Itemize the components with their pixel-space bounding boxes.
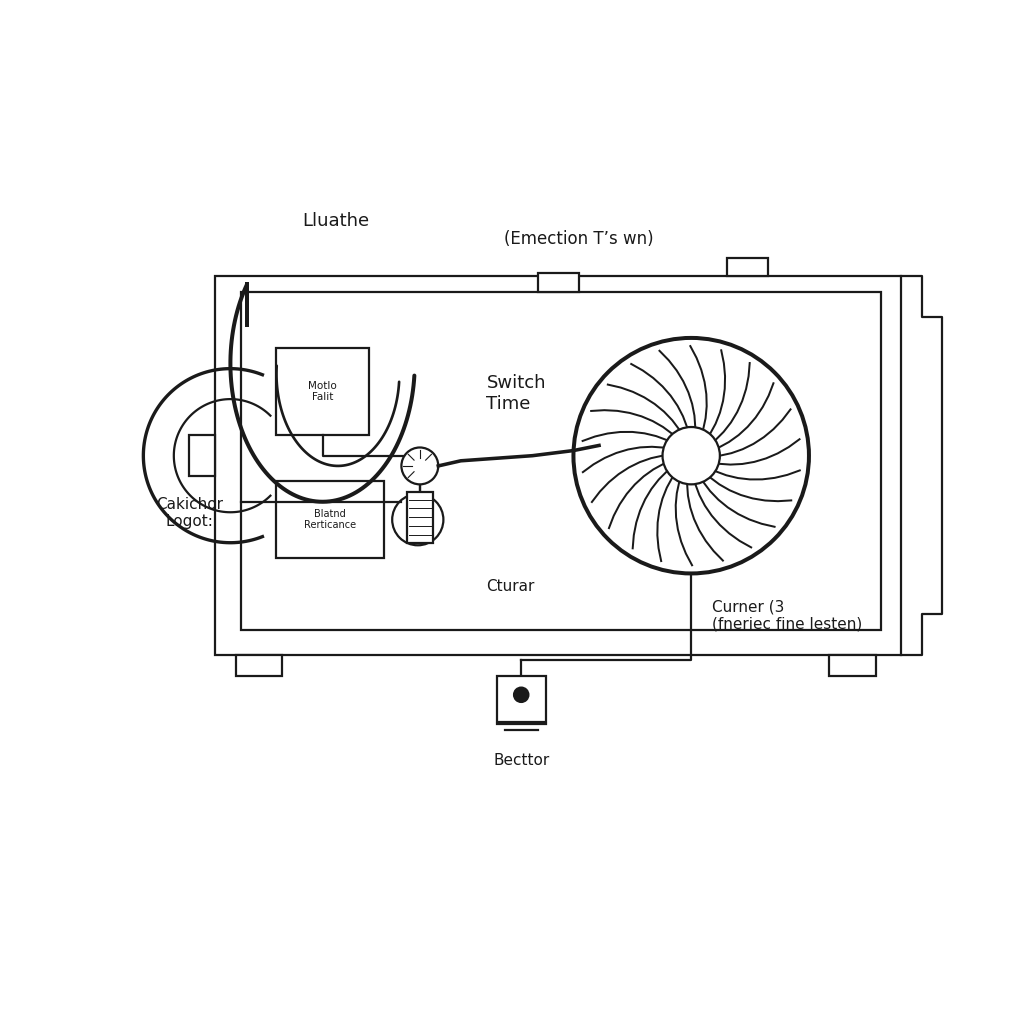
Circle shape: [514, 688, 528, 702]
Text: Blatnd
Rerticance: Blatnd Rerticance: [304, 509, 356, 530]
Circle shape: [392, 495, 443, 545]
Bar: [236, 655, 282, 676]
Bar: [276, 481, 384, 558]
Bar: [189, 435, 215, 476]
Bar: [241, 292, 881, 630]
Text: (Emection T’s wn): (Emection T’s wn): [504, 229, 653, 248]
Bar: [407, 492, 433, 543]
Bar: [538, 273, 579, 292]
Bar: [829, 655, 876, 676]
Text: Lluathe: Lluathe: [302, 212, 370, 230]
Bar: [215, 276, 901, 655]
Bar: [497, 676, 546, 722]
Text: Motlo
Falit: Motlo Falit: [308, 381, 337, 402]
Text: Becttor: Becttor: [494, 753, 549, 768]
Bar: [276, 348, 369, 435]
Circle shape: [663, 427, 720, 484]
Circle shape: [401, 447, 438, 484]
Circle shape: [573, 338, 809, 573]
Text: Cturar: Cturar: [486, 579, 535, 594]
Text: Cakichor
Logot:: Cakichor Logot:: [156, 497, 223, 529]
Text: Curner (3
(fneriec fine lesten): Curner (3 (fneriec fine lesten): [712, 599, 862, 632]
Bar: [727, 258, 768, 276]
Text: Switch
Time: Switch Time: [486, 374, 546, 413]
